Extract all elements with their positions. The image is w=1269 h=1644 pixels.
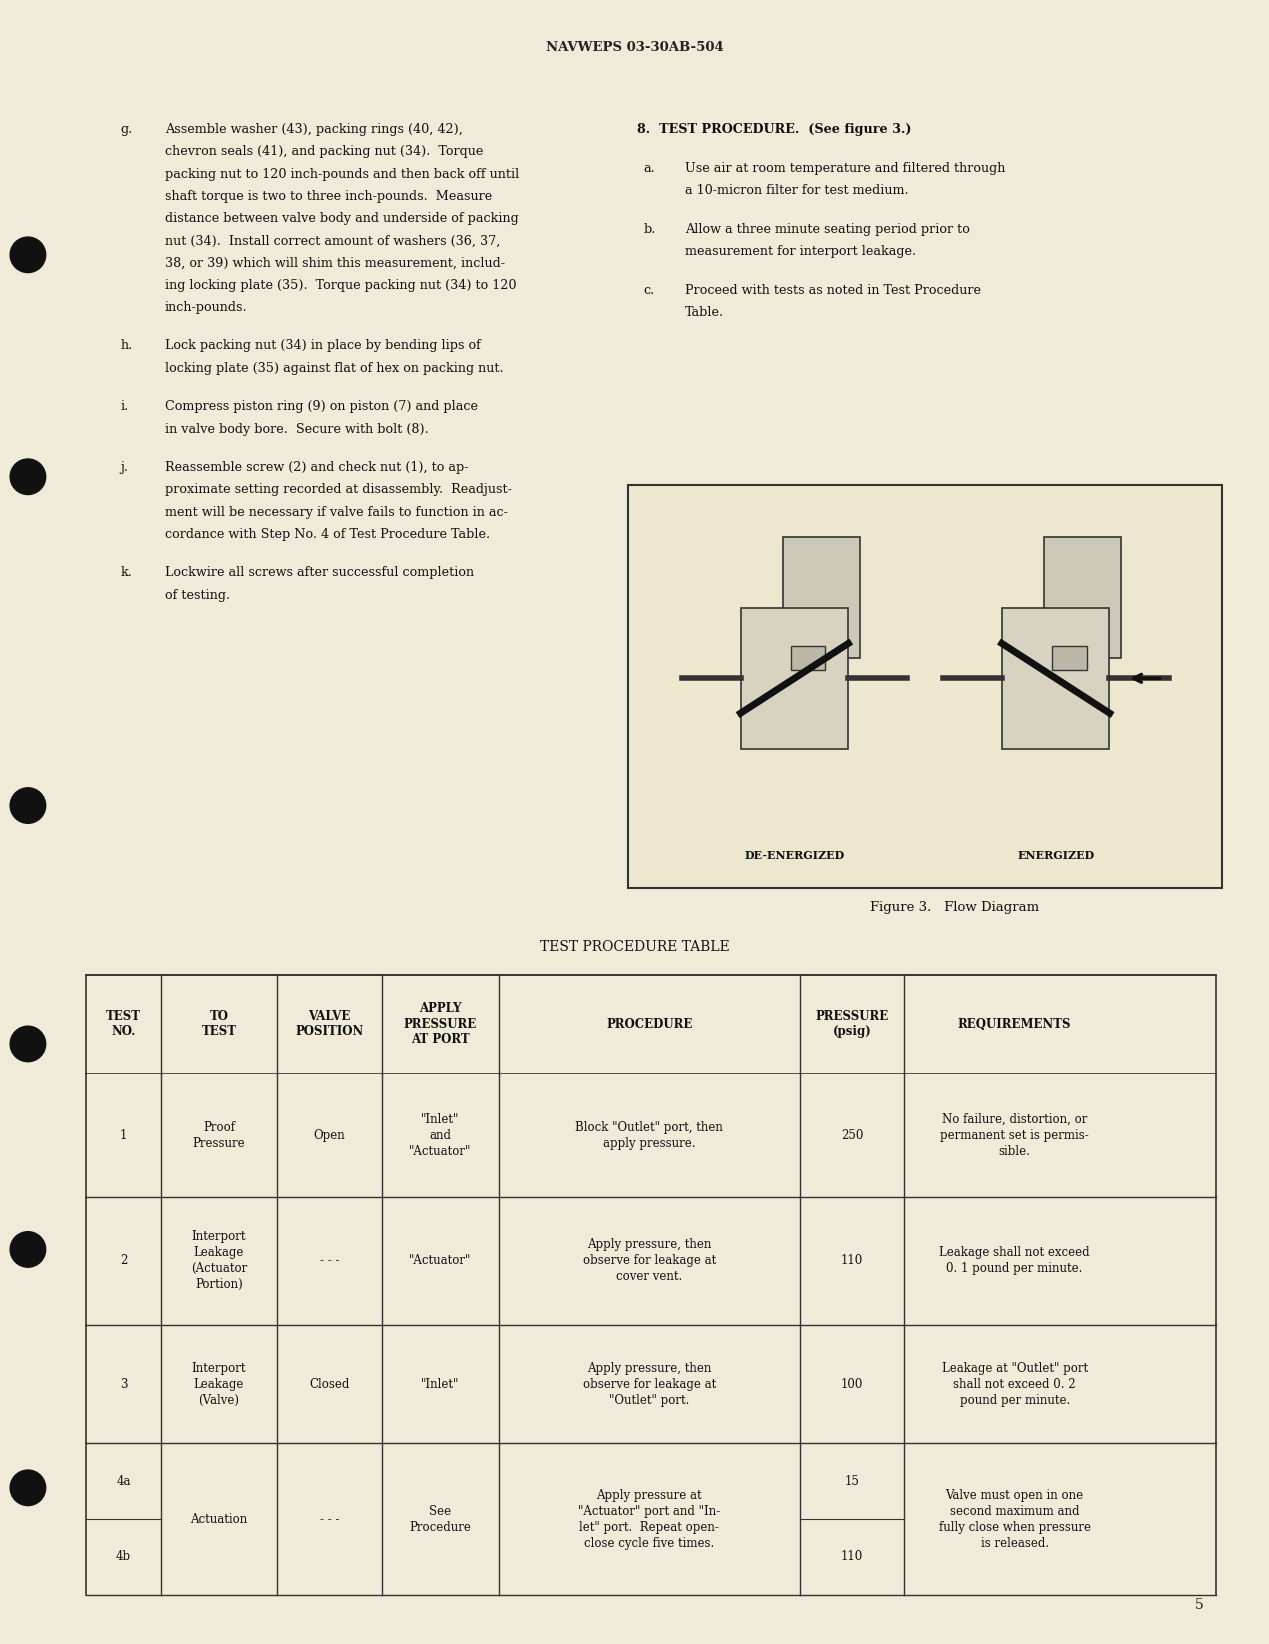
Text: "Inlet"
and
"Actuator": "Inlet" and "Actuator" — [409, 1113, 472, 1157]
Text: b.: b. — [643, 222, 656, 235]
Text: nut (34).  Install correct amount of washers (36, 37,: nut (34). Install correct amount of wash… — [165, 235, 500, 247]
Text: PROCEDURE: PROCEDURE — [607, 1018, 693, 1031]
Text: PRESSURE
(psig): PRESSURE (psig) — [816, 1009, 888, 1039]
Text: inch-pounds.: inch-pounds. — [165, 301, 247, 314]
Text: measurement for interport leakage.: measurement for interport leakage. — [685, 245, 916, 258]
Text: i.: i. — [121, 401, 129, 413]
Bar — [86, 1074, 1216, 1197]
Text: ment will be necessary if valve fails to function in ac-: ment will be necessary if valve fails to… — [165, 506, 508, 518]
Text: shaft torque is two to three inch-pounds.  Measure: shaft torque is two to three inch-pounds… — [165, 189, 492, 202]
Bar — [1044, 538, 1122, 658]
Text: REQUIREMENTS: REQUIREMENTS — [958, 1018, 1071, 1031]
Text: Use air at room temperature and filtered through: Use air at room temperature and filtered… — [685, 163, 1005, 174]
Text: h.: h. — [121, 340, 133, 352]
Bar — [791, 646, 825, 671]
Text: 4b: 4b — [115, 1550, 131, 1563]
Text: 38, or 39) which will shim this measurement, includ-: 38, or 39) which will shim this measurem… — [165, 256, 505, 270]
Text: Interport
Leakage
(Valve): Interport Leakage (Valve) — [192, 1361, 246, 1407]
Circle shape — [10, 237, 46, 273]
Text: proximate setting recorded at disassembly.  Readjust-: proximate setting recorded at disassembl… — [165, 483, 511, 496]
Text: - - -: - - - — [320, 1254, 339, 1268]
Text: Reassemble screw (2) and check nut (1), to ap-: Reassemble screw (2) and check nut (1), … — [165, 460, 468, 473]
Text: Leakage shall not exceed
0. 1 pound per minute.: Leakage shall not exceed 0. 1 pound per … — [939, 1246, 1090, 1276]
Text: a.: a. — [643, 163, 655, 174]
Bar — [628, 485, 1222, 888]
Text: Leakage at "Outlet" port
shall not exceed 0. 2
pound per minute.: Leakage at "Outlet" port shall not excee… — [942, 1361, 1088, 1407]
Text: DE-ENERGIZED: DE-ENERGIZED — [745, 850, 845, 861]
Text: - - -: - - - — [320, 1512, 339, 1526]
Text: locking plate (35) against flat of hex on packing nut.: locking plate (35) against flat of hex o… — [165, 362, 504, 375]
Text: Apply pressure at
"Actuator" port and "In-
let" port.  Repeat open-
close cycle : Apply pressure at "Actuator" port and "I… — [579, 1488, 721, 1550]
Text: ing locking plate (35).  Torque packing nut (34) to 120: ing locking plate (35). Torque packing n… — [165, 278, 516, 291]
Text: Open: Open — [313, 1129, 345, 1141]
Bar — [741, 608, 848, 748]
Text: 1: 1 — [119, 1129, 127, 1141]
Bar — [1003, 608, 1109, 748]
Text: Proceed with tests as noted in Test Procedure: Proceed with tests as noted in Test Proc… — [685, 283, 981, 296]
Text: Lockwire all screws after successful completion: Lockwire all screws after successful com… — [165, 566, 475, 579]
Text: Apply pressure, then
observe for leakage at
cover vent.: Apply pressure, then observe for leakage… — [582, 1238, 716, 1284]
Bar — [86, 1443, 1216, 1595]
Text: k.: k. — [121, 566, 132, 579]
Text: g.: g. — [121, 123, 133, 136]
Text: TO
TEST: TO TEST — [202, 1009, 236, 1039]
Text: TEST PROCEDURE TABLE: TEST PROCEDURE TABLE — [539, 940, 730, 955]
Text: 15: 15 — [845, 1475, 859, 1488]
Text: 4a: 4a — [117, 1475, 131, 1488]
Text: Apply pressure, then
observe for leakage at
"Outlet" port.: Apply pressure, then observe for leakage… — [582, 1361, 716, 1407]
Text: 5: 5 — [1195, 1598, 1203, 1613]
Text: Interport
Leakage
(Actuator
Portion): Interport Leakage (Actuator Portion) — [190, 1230, 247, 1292]
Text: 110: 110 — [841, 1550, 863, 1563]
Text: ENERGIZED: ENERGIZED — [1018, 850, 1094, 861]
Text: TEST
NO.: TEST NO. — [107, 1009, 141, 1039]
Circle shape — [10, 1470, 46, 1506]
Text: See
Procedure: See Procedure — [410, 1504, 471, 1534]
Text: VALVE
POSITION: VALVE POSITION — [296, 1009, 364, 1039]
Bar — [86, 975, 1216, 1074]
Text: cordance with Step No. 4 of Test Procedure Table.: cordance with Step No. 4 of Test Procedu… — [165, 528, 490, 541]
Text: Valve must open in one
second maximum and
fully close when pressure
is released.: Valve must open in one second maximum an… — [939, 1488, 1090, 1550]
Text: Compress piston ring (9) on piston (7) and place: Compress piston ring (9) on piston (7) a… — [165, 401, 478, 413]
Bar — [1052, 646, 1086, 671]
Text: 250: 250 — [841, 1129, 863, 1141]
Bar — [86, 1325, 1216, 1443]
Bar — [783, 538, 860, 658]
Text: No failure, distortion, or
permanent set is permis-
sible.: No failure, distortion, or permanent set… — [940, 1113, 1089, 1157]
Text: APPLY
PRESSURE
AT PORT: APPLY PRESSURE AT PORT — [404, 1003, 477, 1046]
Text: chevron seals (41), and packing nut (34).  Torque: chevron seals (41), and packing nut (34)… — [165, 146, 483, 158]
Text: of testing.: of testing. — [165, 589, 230, 602]
Text: Figure 3.   Flow Diagram: Figure 3. Flow Diagram — [871, 901, 1039, 914]
Text: distance between valve body and underside of packing: distance between valve body and undersid… — [165, 212, 519, 225]
Text: 100: 100 — [841, 1378, 863, 1391]
Text: Assemble washer (43), packing rings (40, 42),: Assemble washer (43), packing rings (40,… — [165, 123, 463, 136]
Text: a 10-micron filter for test medium.: a 10-micron filter for test medium. — [685, 184, 909, 197]
Circle shape — [10, 1231, 46, 1268]
Text: in valve body bore.  Secure with bolt (8).: in valve body bore. Secure with bolt (8)… — [165, 423, 429, 436]
Text: "Inlet": "Inlet" — [421, 1378, 459, 1391]
Text: Table.: Table. — [685, 306, 725, 319]
Text: packing nut to 120 inch-pounds and then back off until: packing nut to 120 inch-pounds and then … — [165, 168, 519, 181]
Text: NAVWEPS 03-30AB-504: NAVWEPS 03-30AB-504 — [546, 41, 723, 54]
Text: Actuation: Actuation — [190, 1512, 247, 1526]
Text: Closed: Closed — [310, 1378, 350, 1391]
Text: Proof
Pressure: Proof Pressure — [193, 1121, 245, 1149]
Circle shape — [10, 459, 46, 495]
Text: 2: 2 — [119, 1254, 127, 1268]
Circle shape — [10, 1026, 46, 1062]
Bar — [86, 1197, 1216, 1325]
Text: Lock packing nut (34) in place by bending lips of: Lock packing nut (34) in place by bendin… — [165, 340, 481, 352]
Text: 110: 110 — [841, 1254, 863, 1268]
Text: j.: j. — [121, 460, 128, 473]
Circle shape — [10, 787, 46, 824]
Text: 3: 3 — [119, 1378, 127, 1391]
Text: Block "Outlet" port, then
apply pressure.: Block "Outlet" port, then apply pressure… — [575, 1121, 723, 1149]
Text: 8.  TEST PROCEDURE.  (See figure 3.): 8. TEST PROCEDURE. (See figure 3.) — [637, 123, 911, 136]
Text: c.: c. — [643, 283, 655, 296]
Text: "Actuator": "Actuator" — [409, 1254, 472, 1268]
Text: Allow a three minute seating period prior to: Allow a three minute seating period prio… — [685, 222, 970, 235]
